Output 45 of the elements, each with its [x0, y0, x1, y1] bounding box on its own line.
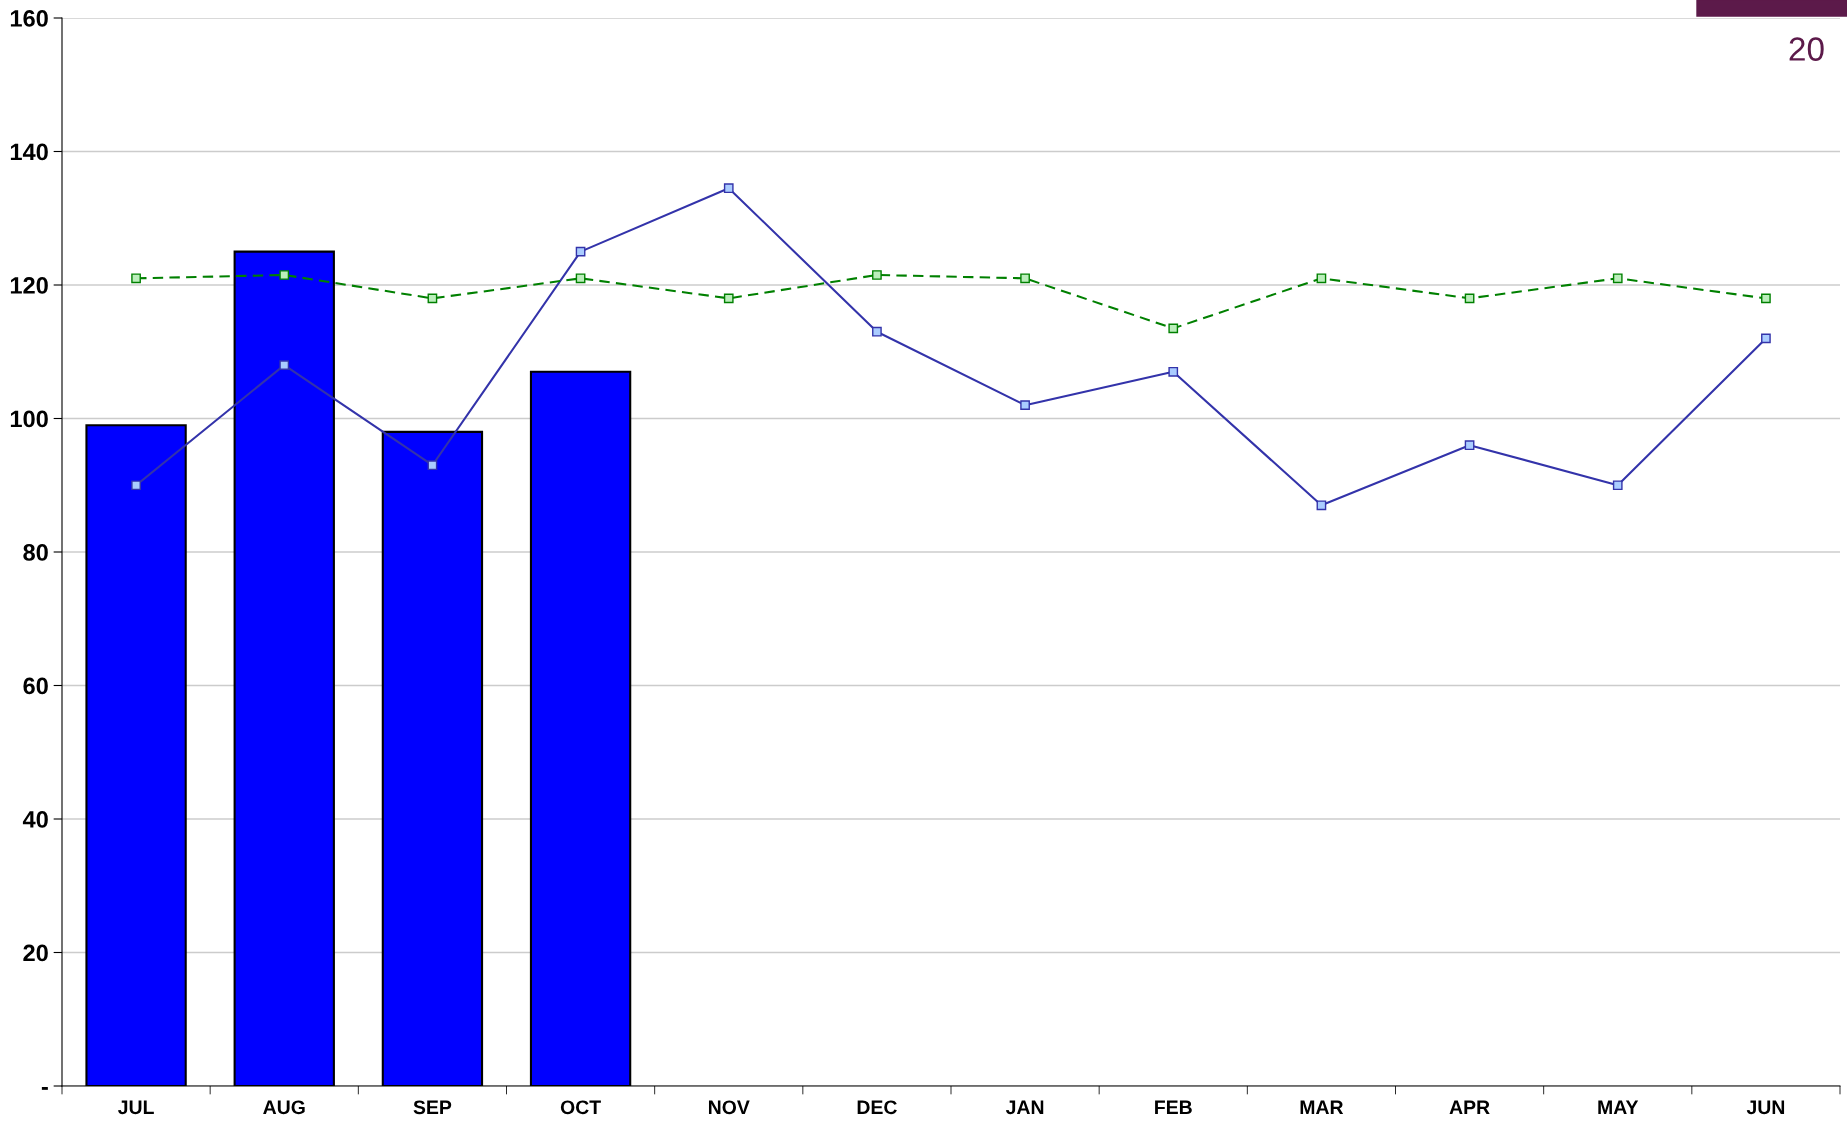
y-tick-label: 40	[22, 811, 48, 828]
point	[1761, 333, 1771, 344]
point	[427, 460, 438, 471]
y-tick-label: 140	[10, 143, 48, 161]
y-tick-label: 80	[23, 544, 48, 561]
point	[723, 293, 734, 304]
x-tick-label: JAN	[1005, 1100, 1044, 1115]
point	[872, 270, 882, 280]
x-tick-label: MAY	[1598, 1100, 1639, 1114]
point	[1316, 273, 1327, 284]
point	[279, 270, 290, 280]
point	[279, 360, 290, 370]
point	[131, 480, 141, 491]
x-tick-label: APR	[1449, 1100, 1490, 1114]
point	[131, 273, 141, 284]
x-tick-label: JUL	[118, 1100, 154, 1115]
point	[872, 326, 882, 337]
point	[1020, 273, 1030, 284]
point	[1612, 480, 1623, 491]
y-tick-label: 20	[23, 944, 48, 962]
x-tick-label: JUN	[1746, 1100, 1785, 1115]
x-tick-label: OCT	[560, 1100, 601, 1115]
point	[575, 273, 586, 284]
point	[1612, 273, 1623, 284]
y-tick-label: 160	[10, 10, 48, 27]
y-tick-label: -	[41, 1087, 48, 1090]
x-tick-label: MAR	[1300, 1100, 1344, 1114]
point	[723, 183, 734, 194]
x-tick-label: DEC	[857, 1100, 897, 1115]
x-tick-label: SEP	[413, 1100, 452, 1115]
x-tick-label: FEB	[1155, 1100, 1192, 1114]
point	[1316, 500, 1327, 511]
y-tick-label: 120	[10, 277, 48, 294]
point	[1464, 293, 1475, 304]
point	[1168, 323, 1179, 334]
x-tick-label: AUG	[263, 1100, 305, 1115]
y-tick-label: 100	[10, 410, 48, 428]
y-tick-label: 60	[23, 677, 48, 695]
annotation: 20	[1789, 37, 1824, 61]
point	[1020, 400, 1030, 411]
x-tick-label: NOV	[708, 1100, 750, 1115]
point	[1761, 293, 1771, 304]
point	[427, 293, 438, 304]
point	[1464, 440, 1475, 451]
point	[1168, 366, 1179, 377]
